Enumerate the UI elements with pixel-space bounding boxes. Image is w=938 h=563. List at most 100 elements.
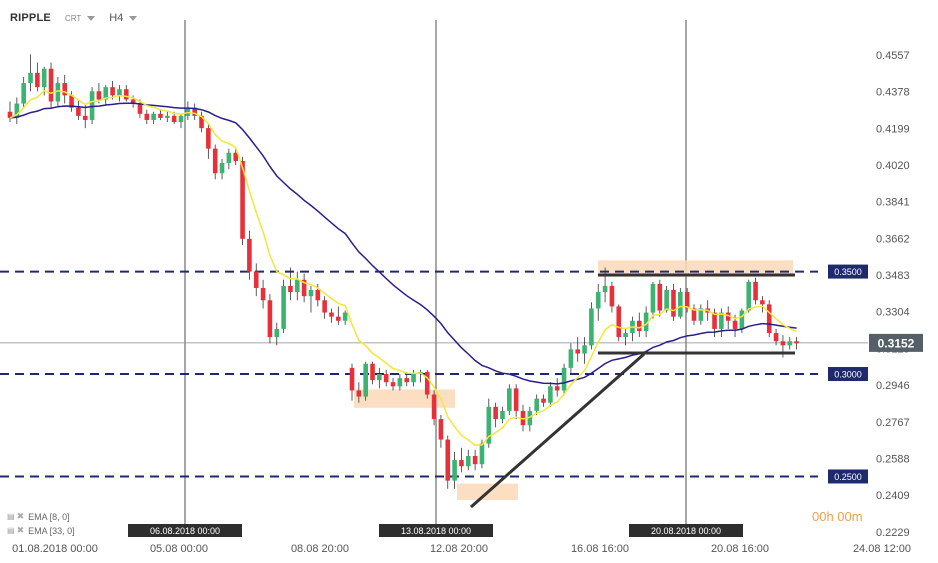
- candle-body: [110, 87, 115, 96]
- candle-body: [294, 279, 300, 293]
- candle-body: [55, 83, 61, 102]
- y-tick-label: 0.2767: [876, 417, 910, 429]
- candle-body: [89, 91, 95, 120]
- candle-body: [787, 341, 793, 346]
- candle-body: [117, 89, 122, 96]
- level-label: 0.3500: [834, 267, 862, 277]
- candle-body: [479, 443, 485, 465]
- y-tick-label: 0.3841: [876, 197, 910, 209]
- candle-body: [636, 320, 642, 331]
- level-label-box: [828, 367, 868, 382]
- candle-body: [28, 72, 33, 84]
- current-price-label: 0.3152: [878, 336, 915, 350]
- candle-body: [746, 281, 752, 311]
- indicator-settings-icon[interactable]: ▤: [7, 512, 15, 521]
- candle-body: [377, 374, 382, 381]
- candle-body: [76, 107, 81, 116]
- y-tick-label: 0.3483: [876, 270, 910, 282]
- y-tick-label: 0.2229: [876, 527, 910, 539]
- y-tick-label: 0.3304: [876, 307, 910, 319]
- candle-body: [178, 115, 184, 123]
- y-tick-label: 0.3662: [876, 233, 910, 245]
- symbol-label: RIPPLE: [10, 12, 51, 24]
- candle-body: [438, 419, 444, 440]
- y-tick-label: 0.4199: [876, 123, 910, 135]
- candle-body: [452, 460, 457, 481]
- indicator-legend-ema33[interactable]: ▤ ✖ EMA [33, 0]: [7, 525, 75, 536]
- candle-body: [623, 333, 628, 338]
- candle-body: [773, 333, 779, 342]
- candle-body: [165, 115, 170, 118]
- candle-body: [431, 394, 437, 420]
- y-tick-label: 0.4020: [876, 160, 910, 172]
- candle-body: [363, 363, 368, 397]
- candle-body: [14, 103, 20, 118]
- chart-type-chevron-down-icon[interactable]: [87, 15, 96, 21]
- candle-body: [650, 283, 656, 313]
- candle-body: [424, 371, 430, 395]
- candle-body: [459, 460, 464, 467]
- candle-body: [548, 386, 553, 403]
- candle-body: [561, 367, 567, 391]
- candle-body: [678, 292, 683, 317]
- candle-body: [301, 279, 307, 297]
- candle-body: [383, 374, 389, 383]
- candle-body: [575, 349, 581, 354]
- candle-body: [616, 306, 622, 338]
- candle-body: [315, 290, 321, 301]
- current-price-tag: [869, 333, 923, 352]
- x-tick-label: 12.08 20:00: [430, 543, 488, 555]
- chart-header: RIPPLE CRT H4: [10, 8, 151, 28]
- candle-body: [62, 83, 68, 96]
- separator-label: 06.08.2018 00:00: [150, 526, 220, 536]
- candle-body: [253, 271, 259, 288]
- candle-body: [568, 349, 574, 368]
- chart-type-selector[interactable]: CRT: [64, 13, 82, 23]
- candle-body: [657, 283, 663, 311]
- candle-body: [35, 72, 40, 88]
- candle-body: [226, 152, 232, 163]
- candle-body: [739, 310, 745, 329]
- candle-body: [96, 91, 102, 100]
- timeframe-chevron-down-icon[interactable]: [129, 15, 138, 21]
- indicator-settings-icon[interactable]: ▤: [7, 526, 15, 535]
- candle-body: [336, 316, 341, 321]
- candle-body: [643, 312, 649, 331]
- candle-body: [212, 148, 218, 174]
- candle-body: [260, 287, 266, 301]
- candle-body: [411, 374, 416, 383]
- candle-body: [732, 320, 738, 329]
- highlight-zone: [354, 389, 455, 408]
- separator-label: 20.08.2018 00:00: [651, 526, 721, 536]
- candle-body: [356, 390, 362, 397]
- separator-label-box: [629, 524, 743, 537]
- y-tick-label: 0.2946: [876, 380, 910, 392]
- y-tick-label: 0.2588: [876, 453, 910, 465]
- indicator-legend-ema8[interactable]: ▤ ✖ EMA [8, 0]: [7, 511, 70, 522]
- candle-body: [342, 312, 348, 321]
- y-tick-label: 0.4557: [876, 50, 910, 62]
- x-tick-label: 16.08 16:00: [571, 543, 629, 555]
- candle-body: [541, 398, 546, 403]
- candle-body: [206, 128, 211, 149]
- candle-body: [527, 410, 533, 426]
- candle-body: [595, 292, 601, 309]
- highlight-zone: [598, 260, 793, 277]
- highlight-zones: [354, 260, 793, 501]
- candle-body: [698, 308, 704, 321]
- remove-indicator-icon[interactable]: ✖: [16, 511, 25, 521]
- candle-body: [404, 378, 410, 383]
- remove-indicator-icon[interactable]: ✖: [16, 525, 25, 535]
- candle-body: [281, 285, 286, 329]
- candle-body: [671, 290, 676, 317]
- candle-body: [712, 312, 717, 329]
- timeframe-selector[interactable]: H4: [109, 12, 124, 24]
- candle-body: [445, 439, 451, 481]
- separator-label-box: [379, 524, 493, 537]
- candle-body: [82, 115, 88, 120]
- candle-body: [664, 290, 669, 311]
- candle-body: [171, 115, 177, 123]
- candle-body: [753, 281, 758, 301]
- candle-body: [684, 292, 690, 309]
